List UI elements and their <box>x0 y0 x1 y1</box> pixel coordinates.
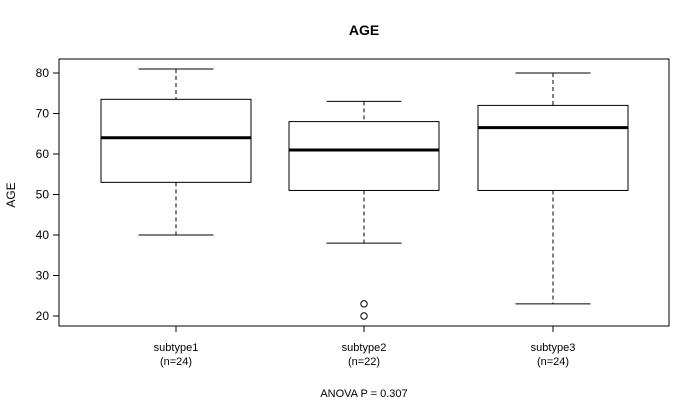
x-category-label: subtype2 <box>342 342 387 354</box>
y-axis: 20 30 40 50 60 70 80 <box>36 66 60 323</box>
outlier-point <box>360 312 368 320</box>
outlier-point <box>360 300 368 308</box>
y-axis-label: AGE <box>4 182 18 207</box>
box-iqr <box>288 121 440 191</box>
box-iqr <box>477 104 629 191</box>
x-category-count: (n=24) <box>537 356 569 368</box>
x-axis: subtype1 (n=24) subtype2 (n=22) subtype3 (n=2… <box>154 325 576 368</box>
y-tick-label: 50 <box>36 188 50 202</box>
chart-title: AGE <box>349 22 379 38</box>
y-tick-label: 20 <box>36 309 50 323</box>
y-tick-label: 40 <box>36 228 50 242</box>
box-subtype2 <box>288 100 440 320</box>
anova-footnote: ANOVA P = 0.307 <box>320 388 407 400</box>
box-subtype1 <box>100 68 252 236</box>
box-subtype3 <box>477 72 629 305</box>
y-tick-label: 30 <box>36 269 50 283</box>
y-tick-label: 70 <box>36 107 50 121</box>
x-category-label: subtype3 <box>531 342 576 354</box>
box-iqr <box>100 98 252 183</box>
x-category-count: (n=22) <box>348 356 380 368</box>
x-category-label: subtype1 <box>154 342 199 354</box>
boxes-group <box>100 68 629 320</box>
y-tick-label: 80 <box>36 66 50 80</box>
y-tick-label: 60 <box>36 147 50 161</box>
x-category-count: (n=24) <box>160 356 192 368</box>
